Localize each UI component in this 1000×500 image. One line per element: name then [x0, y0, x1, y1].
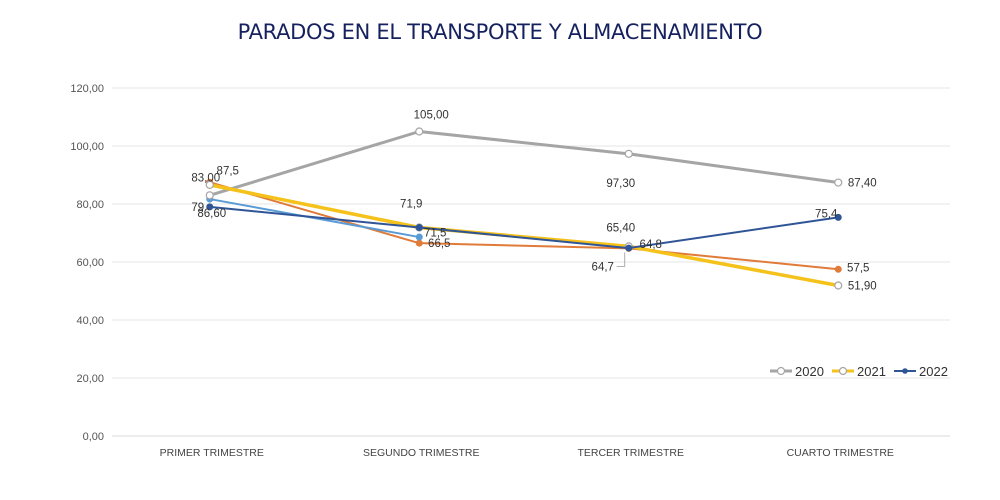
y-tick-label: 0,00 [83, 431, 104, 443]
y-tick-label: 80,00 [76, 199, 104, 211]
data-label: 51,90 [848, 280, 877, 292]
data-point-orange [834, 265, 842, 273]
data-label: 66,5 [428, 238, 450, 250]
data-label: 75,4 [815, 208, 838, 220]
data-label: 79 [191, 202, 204, 214]
y-tick-label: 20,00 [76, 373, 104, 385]
data-label: 57,5 [847, 262, 869, 274]
series-line-2021 [208, 183, 840, 288]
data-point-2021 [205, 180, 214, 189]
gridlines [112, 87, 950, 437]
data-label: 64,7 [592, 261, 614, 273]
data-point-2022 [206, 203, 214, 211]
data-point-2021 [834, 281, 843, 290]
chart-title: PARADOS EN EL TRANSPORTE Y ALMACENAMIENT… [237, 20, 763, 44]
series-line-2022 [208, 205, 840, 250]
data-point-orange [415, 239, 423, 247]
legend-label-2022: 2022 [919, 364, 948, 379]
y-tick-label: 40,00 [76, 315, 104, 327]
legend-marker-2021 [838, 366, 848, 376]
legend: 2020 2021 2022 [770, 364, 948, 379]
x-tick-label: PRIMER TRIMESTRE [160, 447, 264, 459]
series-line-orange [208, 181, 840, 271]
data-label: 64,8 [640, 239, 662, 251]
data-point-2020 [415, 127, 424, 136]
series-line-2020 [208, 130, 840, 197]
y-tick-label: 120,00 [70, 83, 104, 95]
leader-line [616, 252, 626, 267]
data-label: 105,00 [414, 110, 449, 122]
data-point-2022 [415, 223, 423, 231]
series-lines [205, 127, 843, 290]
data-point-light-blue [415, 233, 423, 241]
legend-marker-2020 [776, 366, 786, 376]
x-tick-label: SEGUNDO TRIMESTRE [363, 447, 479, 459]
data-label: 87,5 [217, 165, 239, 177]
data-label: 65,40 [606, 222, 635, 234]
x-axis: PRIMER TRIMESTRE SEGUNDO TRIMESTRE TERCER … [160, 447, 894, 459]
x-tick-label: CUARTO TRIMESTRE [787, 447, 894, 459]
data-labels: 87,5 66,5 64,7 57,5 83,00 105,00 97,30 87,40 86,… [191, 110, 876, 293]
data-point-2022 [625, 244, 633, 252]
legend-label-2021: 2021 [857, 364, 886, 379]
data-label: 71,5 [424, 227, 446, 239]
legend-label-2020: 2020 [795, 364, 824, 379]
data-label: 83,00 [191, 172, 220, 184]
data-point-2020 [624, 149, 633, 158]
y-axis: 0,00 20,00 40,00 60,00 80,00 100,00 120,00 [70, 83, 104, 443]
x-tick-label: TERCER TRIMESTRE [577, 447, 684, 459]
data-label: 71,9 [400, 198, 422, 210]
data-label: 87,40 [848, 178, 877, 190]
data-label: 86,60 [197, 208, 226, 220]
y-tick-label: 100,00 [70, 141, 104, 153]
data-label: 97,30 [606, 178, 635, 190]
data-point-2022 [834, 213, 842, 221]
data-point-2020 [205, 191, 214, 200]
y-tick-label: 60,00 [76, 257, 104, 269]
data-point-2020 [834, 178, 843, 187]
legend-marker-2022 [902, 368, 908, 374]
